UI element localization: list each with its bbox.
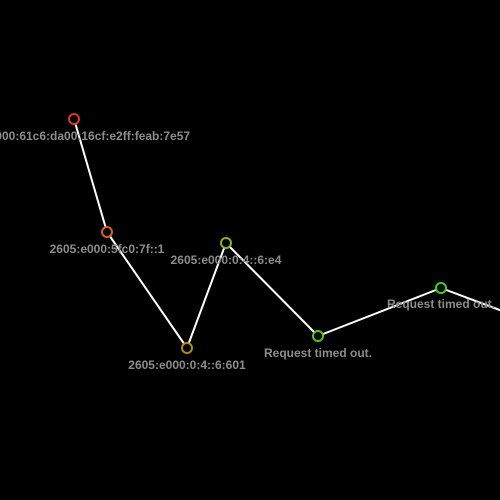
hop-marker[interactable] (68, 113, 80, 125)
hop-node[interactable]: Request timed out. (264, 330, 372, 360)
hop-address-label: 2605:e000:61c6:da00:16cf:e2ff:feab:7e57 (0, 129, 190, 143)
hop-address-label: 2605:e000:0:4::6:601 (128, 358, 246, 372)
hop-node[interactable]: 2605:e000:5fc0:7f::1 (50, 226, 165, 256)
hop-marker[interactable] (312, 330, 324, 342)
hop-marker[interactable] (435, 282, 447, 294)
hop-marker[interactable] (181, 342, 193, 354)
hop-node[interactable]: 2605:e000:0:4::6:601 (128, 342, 246, 372)
hop-status-label: Request timed out. (387, 297, 495, 311)
hop-address-label: 2605:e000:0:4::6:e4 (171, 253, 282, 267)
hop-marker[interactable] (220, 237, 232, 249)
hop-node[interactable]: 2605:e000:0:4::6:e4 (171, 237, 282, 267)
hop-marker[interactable] (101, 226, 113, 238)
hop-node[interactable]: 2605:e000:61c6:da00:16cf:e2ff:feab:7e57 (0, 113, 190, 143)
hop-node[interactable]: Request timed out. (387, 282, 495, 311)
hop-status-label: Request timed out. (264, 346, 372, 360)
hop-address-label: 2605:e000:5fc0:7f::1 (50, 242, 165, 256)
route-path-line (73, 118, 500, 349)
